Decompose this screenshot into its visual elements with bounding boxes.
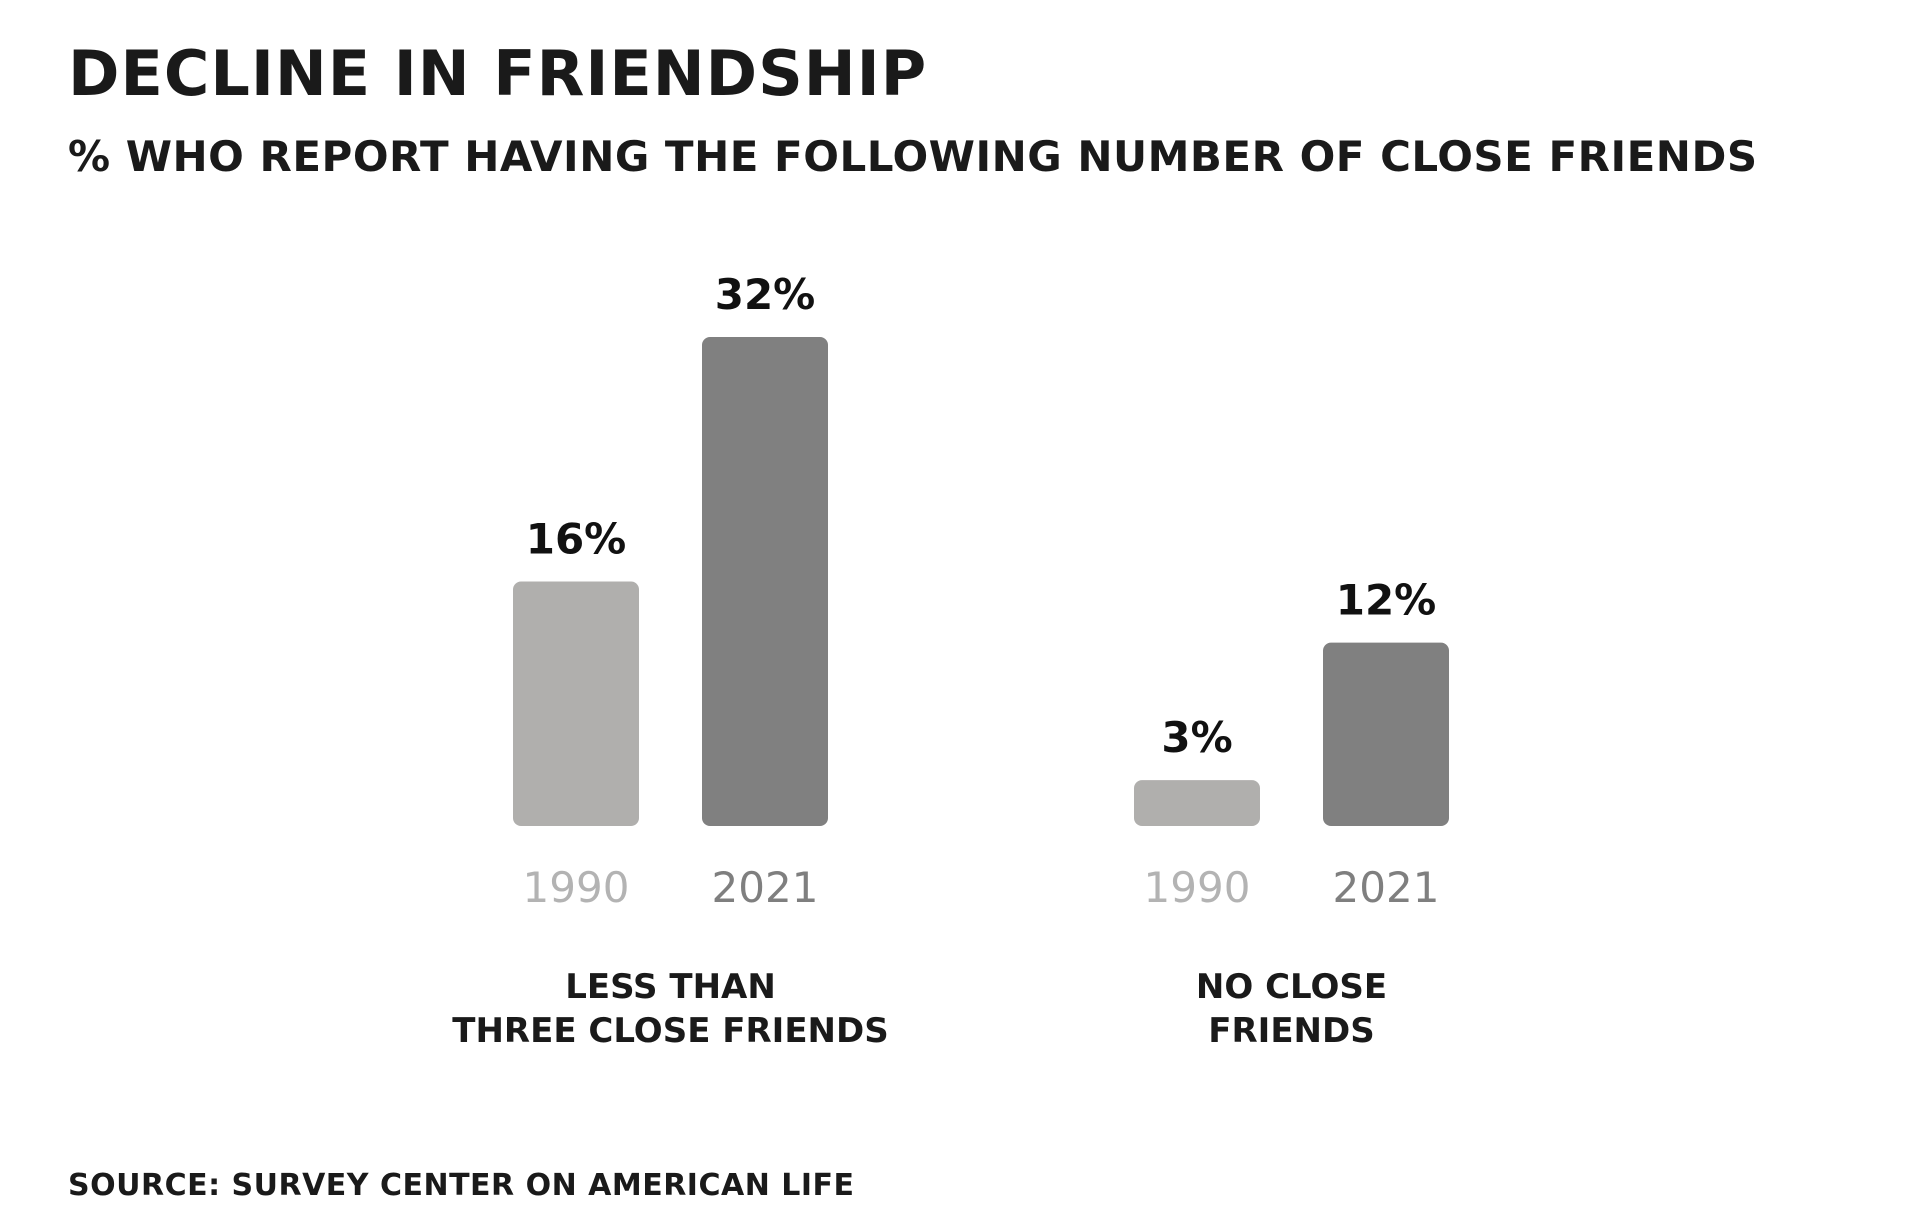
bar-2-2021 <box>1323 642 1449 826</box>
data-label-2-2021: 12% <box>1336 576 1437 625</box>
year-tick-label-1-2021: 2021 <box>712 863 819 912</box>
year-tick-label-1-1990: 1990 <box>523 863 630 912</box>
data-label-2-1990: 3% <box>1161 713 1232 762</box>
bar-1-1990 <box>513 581 639 826</box>
year-tick-label-2-2021: 2021 <box>1333 863 1440 912</box>
source-note: SOURCE: SURVEY CENTER ON AMERICAN LIFE <box>68 1168 855 1203</box>
group-label-2-line-2: FRIENDS <box>1208 1011 1374 1051</box>
chart-subtitle: % WHO REPORT HAVING THE FOLLOWING NUMBER… <box>68 132 1758 181</box>
group-label-2-line-1: NO CLOSE <box>1196 967 1387 1007</box>
year-tick-label-2-1990: 1990 <box>1144 863 1251 912</box>
data-label-1-2021: 32% <box>715 270 816 319</box>
group-label-1-line-2: THREE CLOSE FRIENDS <box>452 1011 888 1051</box>
bar-1-2021 <box>702 337 828 826</box>
data-label-1-1990: 16% <box>526 515 627 564</box>
group-label-1-line-1: LESS THAN <box>565 967 776 1007</box>
chart-title: DECLINE IN FRIENDSHIP <box>68 37 928 110</box>
bar-2-1990 <box>1134 780 1260 826</box>
